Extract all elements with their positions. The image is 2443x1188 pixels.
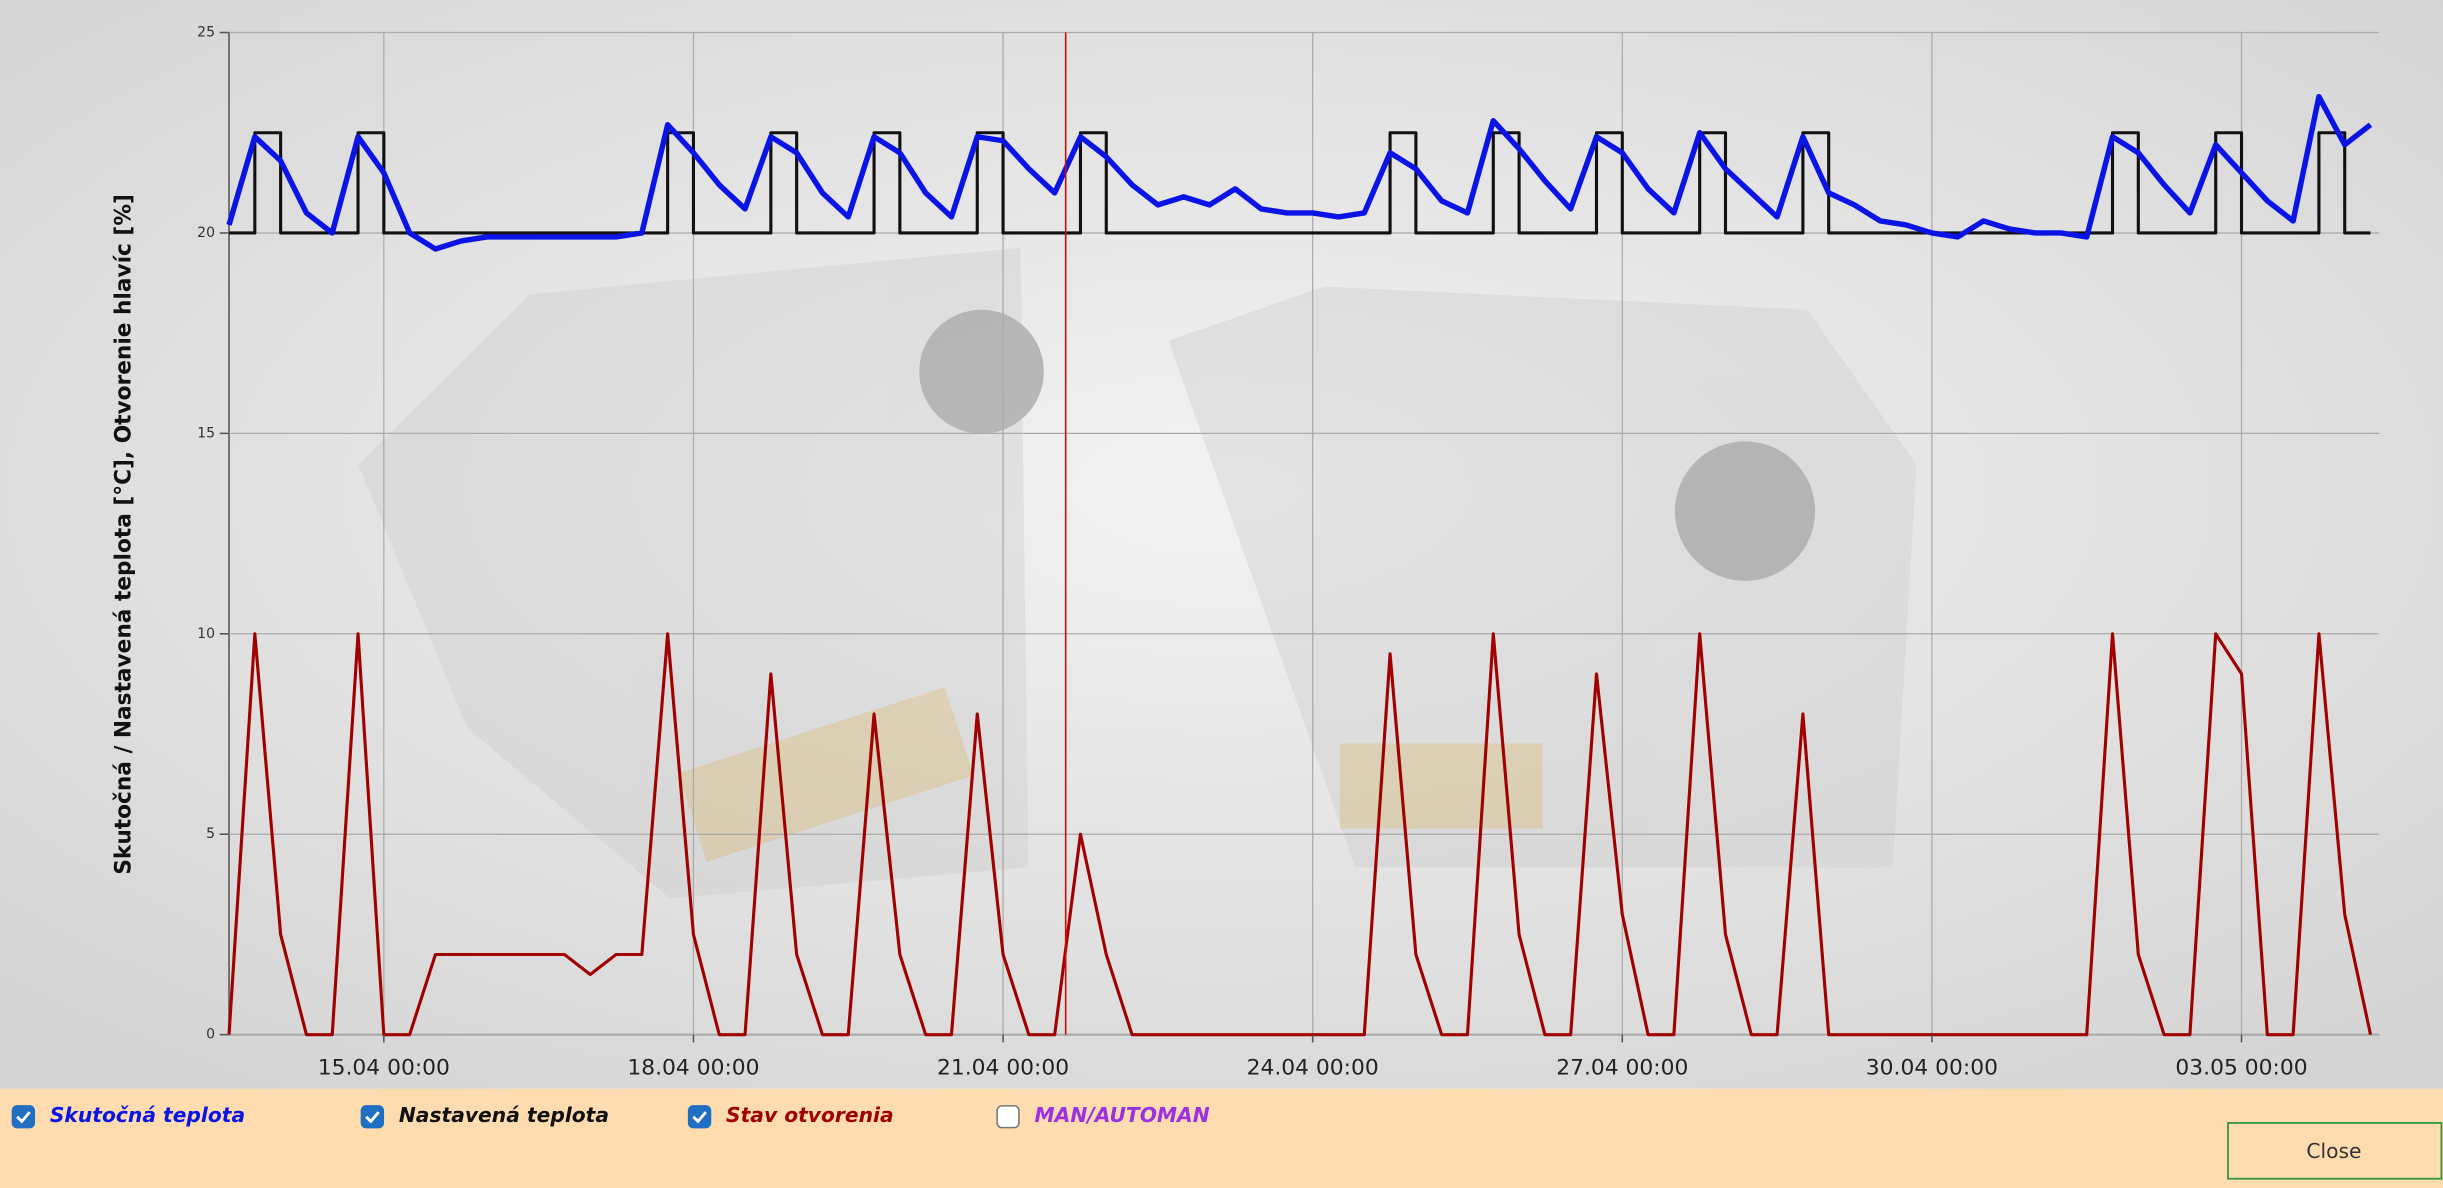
y-tick-label: 0: [206, 1027, 215, 1043]
legend-item[interactable]: Nastavená teplota: [360, 1103, 609, 1129]
y-axis-label: Skutočná / Nastavená teplota [°C], Otvor…: [112, 194, 137, 875]
legend-label[interactable]: Skutočná teplota: [50, 1103, 245, 1127]
legend-bar: [0, 1088, 2443, 1188]
legend-label[interactable]: MAN/AUTOMAN: [1035, 1103, 1210, 1127]
y-tick-label: 10: [197, 626, 215, 642]
legend-item[interactable]: Skutočná teplota: [11, 1103, 245, 1129]
series-line: [226, 93, 2373, 252]
checkbox[interactable]: [996, 1105, 1020, 1129]
y-tick-label: 15: [197, 425, 215, 441]
x-tick-label: 27.04 00:00: [1556, 1056, 1688, 1081]
close-button[interactable]: Close: [2227, 1122, 2443, 1180]
background: [0, 0, 2443, 1089]
y-tick-label: 5: [206, 826, 215, 842]
x-tick-label: 18.04 00:00: [627, 1056, 759, 1081]
legend-item[interactable]: Stav otvorenia: [687, 1103, 894, 1129]
legend-item[interactable]: MAN/AUTOMAN: [996, 1103, 1210, 1129]
series: [226, 93, 2373, 1037]
close-button-frame[interactable]: [2227, 1122, 2443, 1180]
checkbox[interactable]: [11, 1105, 36, 1129]
x-tick-label: 24.04 00:00: [1247, 1056, 1379, 1081]
checkmark[interactable]: [365, 1111, 380, 1124]
legend-label[interactable]: Nastavená teplota: [399, 1103, 609, 1127]
y-tick-label: 20: [197, 225, 215, 241]
x-tick-label: 15.04 00:00: [318, 1056, 450, 1081]
legend-label[interactable]: Stav otvorenia: [726, 1103, 894, 1127]
series-line: [227, 632, 2373, 1037]
checkbox[interactable]: [360, 1105, 385, 1129]
checkmark[interactable]: [692, 1111, 707, 1124]
close-button-label[interactable]: Close: [2306, 1139, 2361, 1163]
x-tick-label: 03.05 00:00: [2175, 1056, 2307, 1081]
x-tick-label: 21.04 00:00: [937, 1056, 1069, 1081]
x-tick-label: 30.04 00:00: [1866, 1056, 1998, 1081]
checkbox[interactable]: [687, 1105, 712, 1129]
checkmark[interactable]: [16, 1111, 31, 1124]
y-tick-label: 25: [197, 25, 215, 41]
